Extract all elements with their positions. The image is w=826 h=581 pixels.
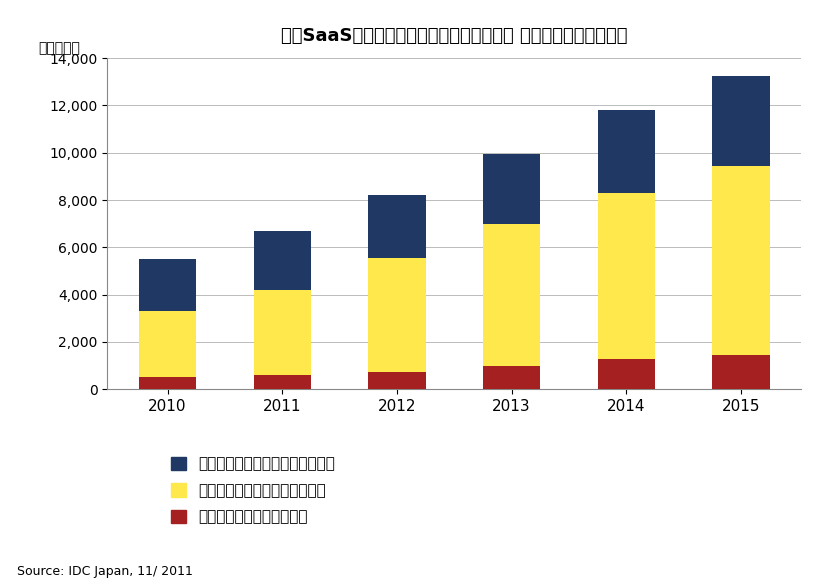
Title: 国内SaaS型セキュリティソフトウェア市場 セグメント別売上予測: 国内SaaS型セキュリティソフトウェア市場 セグメント別売上予測 — [281, 27, 628, 45]
Bar — [254, 290, 311, 375]
Bar — [254, 375, 311, 389]
Bar — [139, 378, 197, 389]
Bar — [254, 231, 311, 290]
Text: （百万円）: （百万円） — [38, 41, 80, 55]
Bar — [598, 358, 655, 389]
Bar — [368, 371, 425, 389]
Bar — [598, 193, 655, 358]
Bar — [483, 154, 540, 224]
Bar — [483, 224, 540, 365]
Bar — [368, 195, 425, 258]
Bar — [598, 110, 655, 193]
Bar — [368, 258, 425, 371]
Legend: アイデンティティ／アクセス管理, セキュアコンテンツ／脅威管理, セキュリティ／脆弱性管理: アイデンティティ／アクセス管理, セキュアコンテンツ／脅威管理, セキュリティ／… — [170, 457, 335, 525]
Bar — [139, 259, 197, 311]
Bar — [483, 365, 540, 389]
Bar — [712, 166, 770, 355]
Bar — [712, 355, 770, 389]
Bar — [712, 76, 770, 166]
Bar — [139, 311, 197, 378]
Text: Source: IDC Japan, 11/ 2011: Source: IDC Japan, 11/ 2011 — [17, 565, 192, 578]
